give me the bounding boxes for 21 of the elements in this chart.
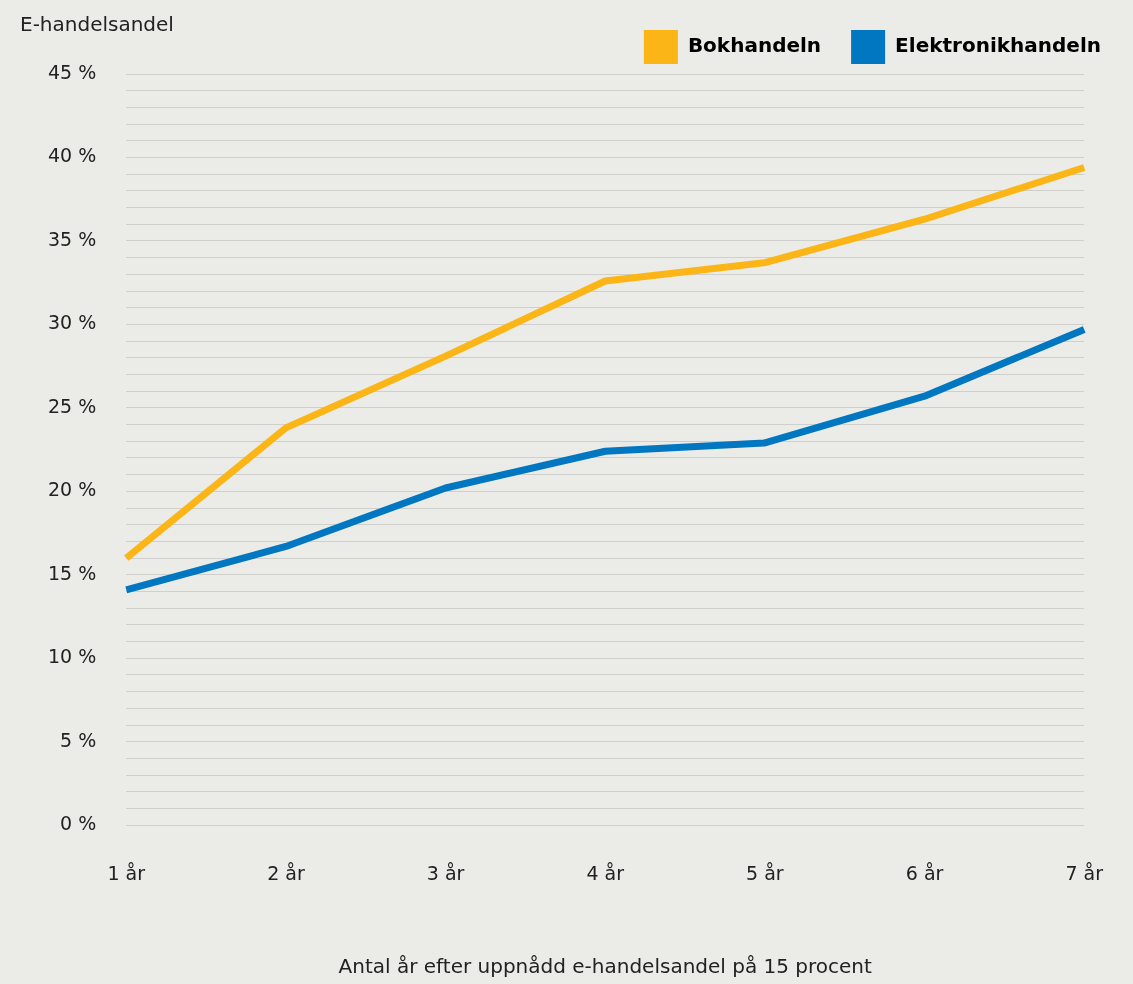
x-tick-label: 5 år: [746, 861, 784, 884]
y-tick-label: 25 %: [47, 394, 97, 417]
legend-label: Bokhandeln: [687, 33, 822, 58]
x-tick-label: 1 år: [107, 861, 146, 884]
x-tick-label: 3 år: [426, 861, 465, 884]
y-tick-label: 40 %: [47, 144, 97, 167]
y-tick-label: 30 %: [47, 311, 97, 334]
y-tick-label: 10 %: [47, 645, 97, 668]
y-tick-label: 20 %: [47, 478, 97, 501]
y-tick-label: 45 %: [47, 60, 97, 83]
x-tick-label: 6 år: [905, 861, 944, 884]
x-axis-title: Antal år efter uppnådd e-handelsandel på 15 procent: [338, 954, 873, 979]
y-tick-label: 35 %: [47, 227, 97, 250]
x-tick-label: 4 år: [586, 861, 625, 884]
legend-label: Elektronikhandeln: [895, 33, 1101, 58]
y-tick-label: 15 %: [47, 561, 97, 584]
x-tick-label: 2 år: [267, 861, 305, 884]
x-tick-label: 7 år: [1065, 861, 1104, 884]
y-axis-title: E-handelsandel: [20, 12, 174, 36]
y-tick-label: 5 %: [60, 728, 97, 751]
y-tick-label: 0 %: [60, 812, 97, 835]
